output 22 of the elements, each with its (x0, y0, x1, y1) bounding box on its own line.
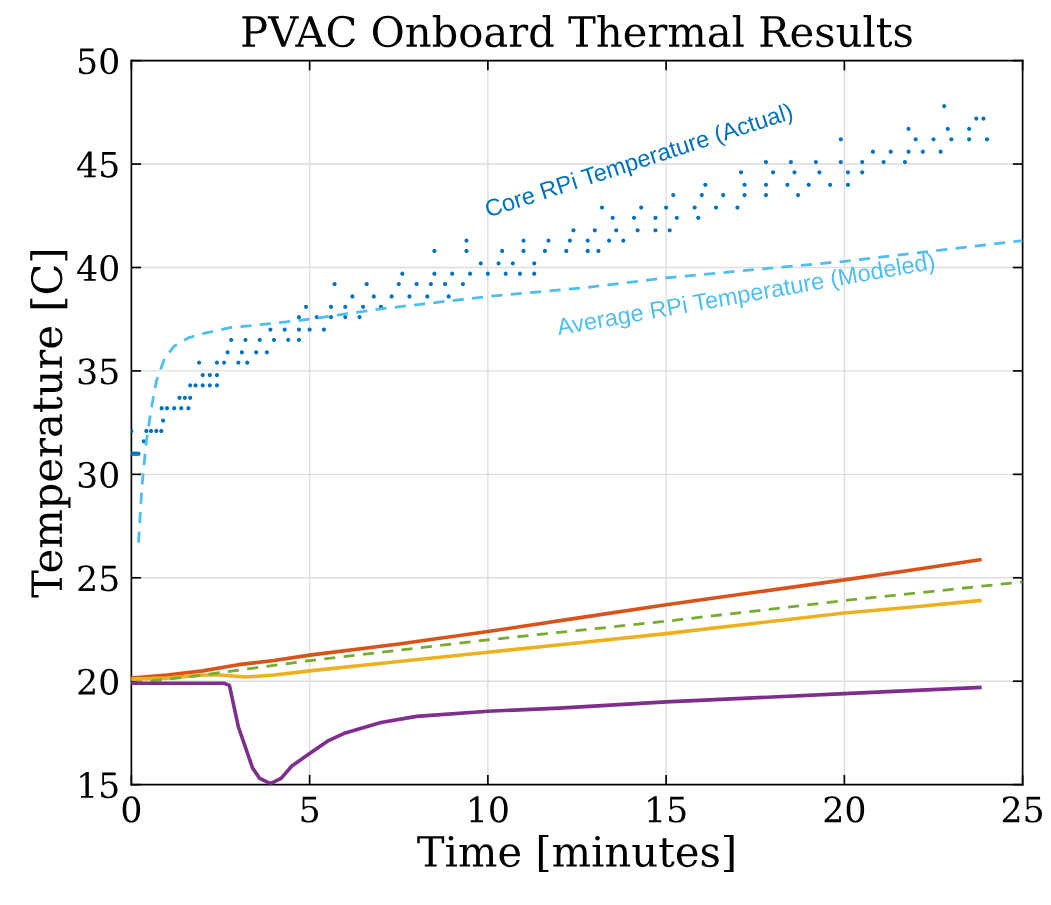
y-tick-label: 30 (78, 461, 118, 489)
line-series (131, 598, 982, 681)
chart-title: PVAC Onboard Thermal Results (242, 15, 912, 48)
line-series (131, 557, 982, 680)
x-tick-label: 25 (1002, 796, 1043, 823)
y-tick-label: 35 (78, 358, 118, 385)
y-axis-title: Temperature [C] (30, 250, 71, 598)
x-tick-label: 0 (122, 796, 141, 823)
line-series (137, 239, 1023, 544)
y-tick-label: 45 (77, 151, 118, 178)
y-tick-label: 25 (78, 565, 118, 592)
y-tick-label: 50 (79, 48, 118, 75)
x-tick-label: 10 (470, 796, 508, 823)
y-tick-label: 15 (80, 772, 118, 799)
annotation: Average RPi Temperature (Modeled) (555, 252, 936, 341)
y-tick-label: 20 (78, 668, 118, 695)
y-tick-label: 40 (77, 254, 118, 282)
x-tick-label: 5 (301, 796, 318, 823)
x-tick-label: 15 (648, 796, 686, 823)
line-series (131, 681, 982, 785)
x-tick-label: 20 (824, 796, 865, 823)
x-axis-title: Time [minutes] (417, 834, 734, 873)
